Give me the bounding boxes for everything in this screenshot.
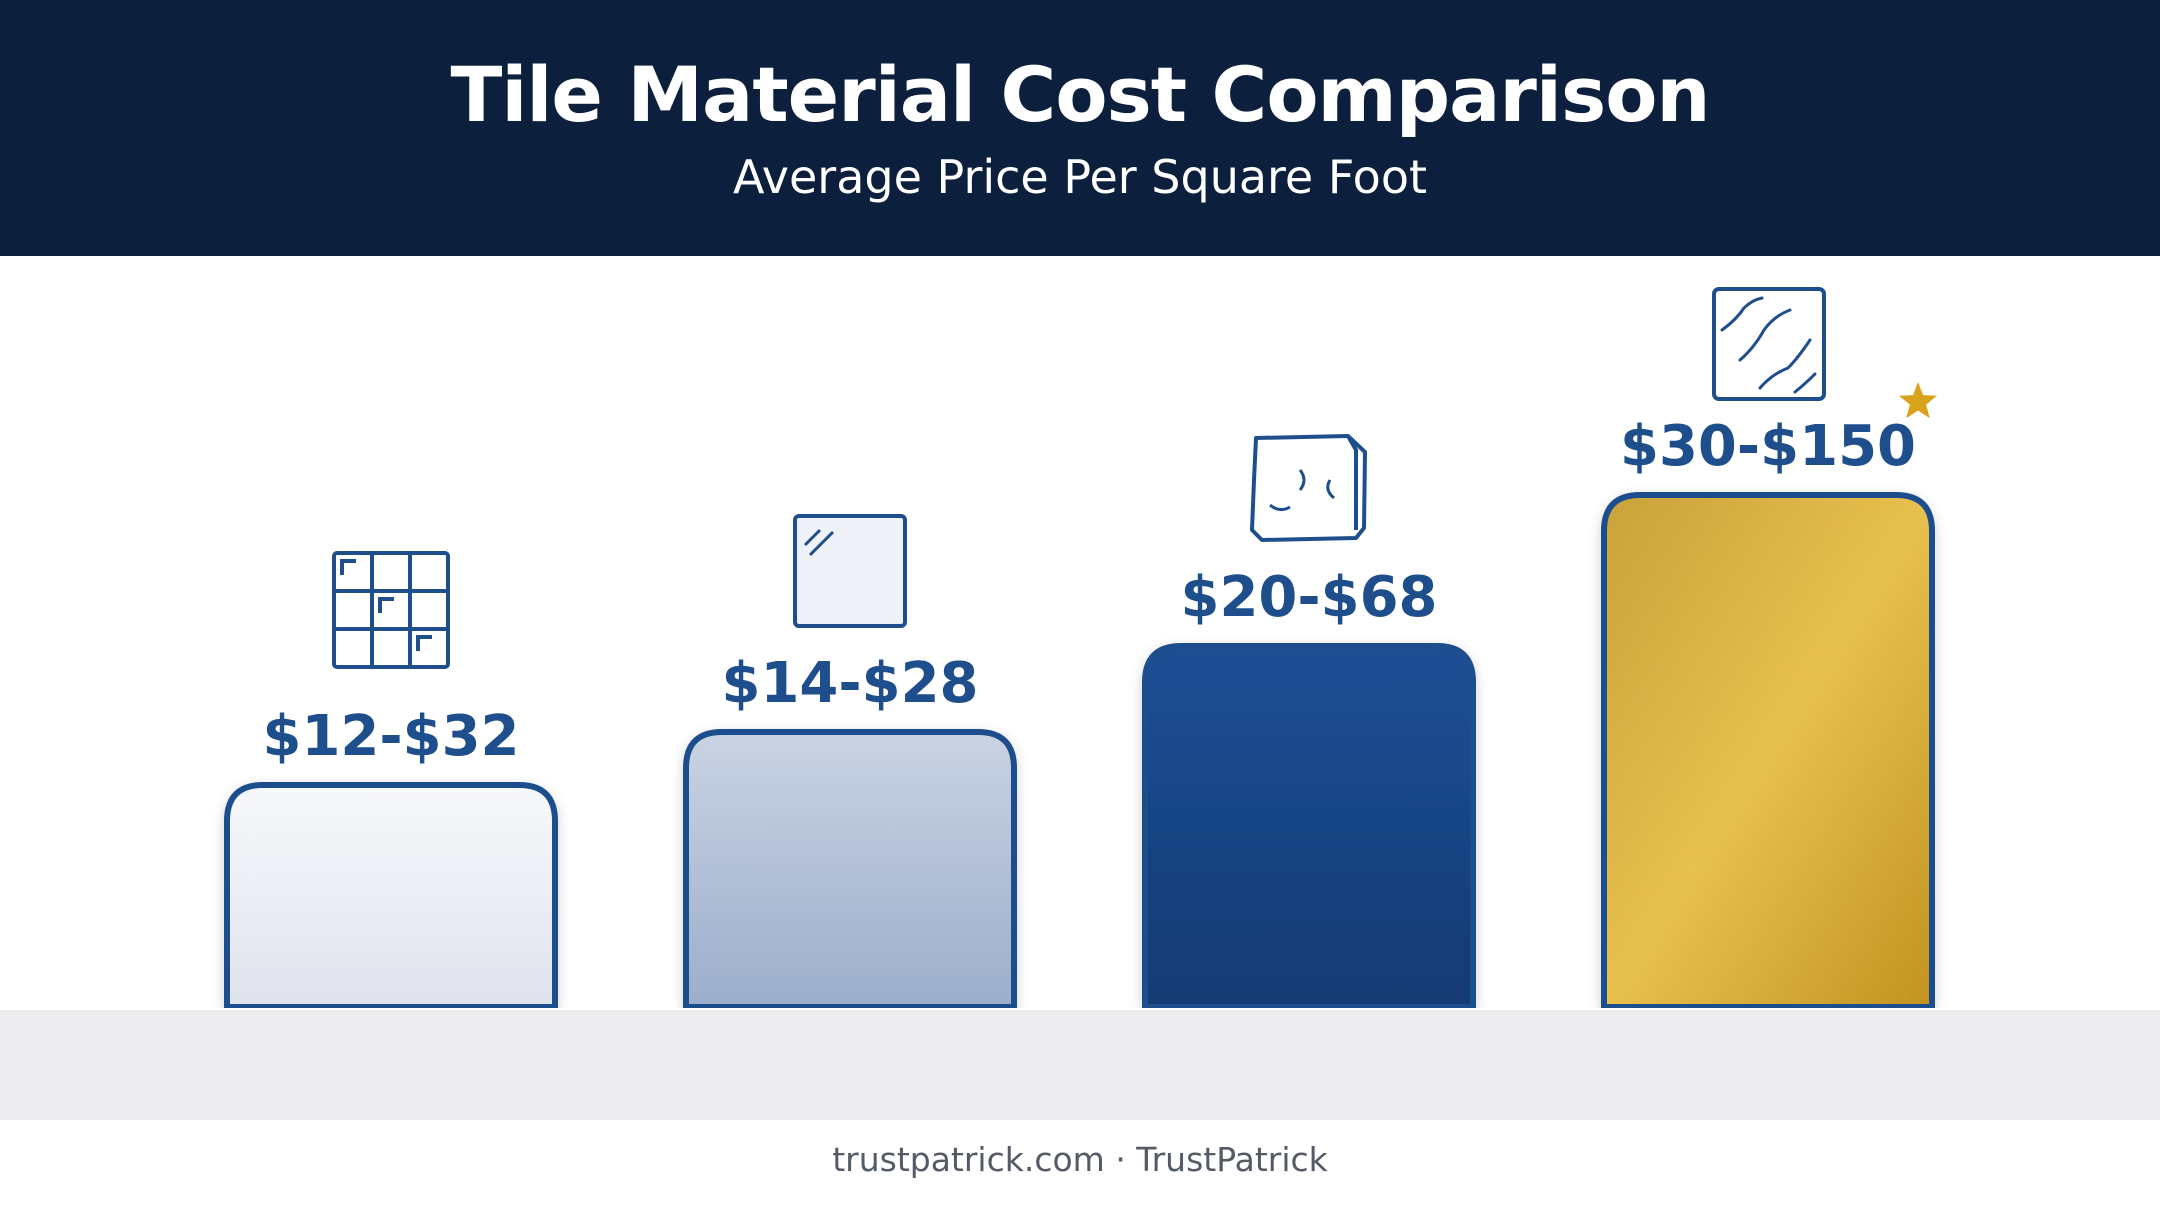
bar-marble <box>1601 492 1935 1008</box>
glossy-tile-icon <box>793 514 907 628</box>
value-label: $20-$68 <box>1180 565 1437 630</box>
category-band <box>0 1010 2160 1120</box>
star-icon <box>1899 382 1937 419</box>
bar-porcelain <box>683 729 1017 1008</box>
header-banner: Tile Material Cost Comparison Average Pr… <box>0 0 2160 256</box>
value-label: $30-$150 <box>1620 414 1916 479</box>
bar-chart: $12-$32Ceramic$14-$28Porcelain$20-$68Nat… <box>224 287 1937 1008</box>
chart-subtitle: Average Price Per Square Foot <box>733 150 1427 204</box>
footer-credit: trustpatrick.com · TrustPatrick <box>832 1140 1328 1179</box>
tile-grid-icon <box>332 551 450 669</box>
marble-tile-icon <box>1712 287 1826 401</box>
stone-tile-icon <box>1250 434 1367 542</box>
value-label: $12-$32 <box>262 704 519 769</box>
bar-ceramic <box>224 782 558 1008</box>
chart-title: Tile Material Cost Comparison <box>450 50 1710 139</box>
value-label: $14-$28 <box>721 651 978 716</box>
bar-natural-stone <box>1142 643 1476 1008</box>
